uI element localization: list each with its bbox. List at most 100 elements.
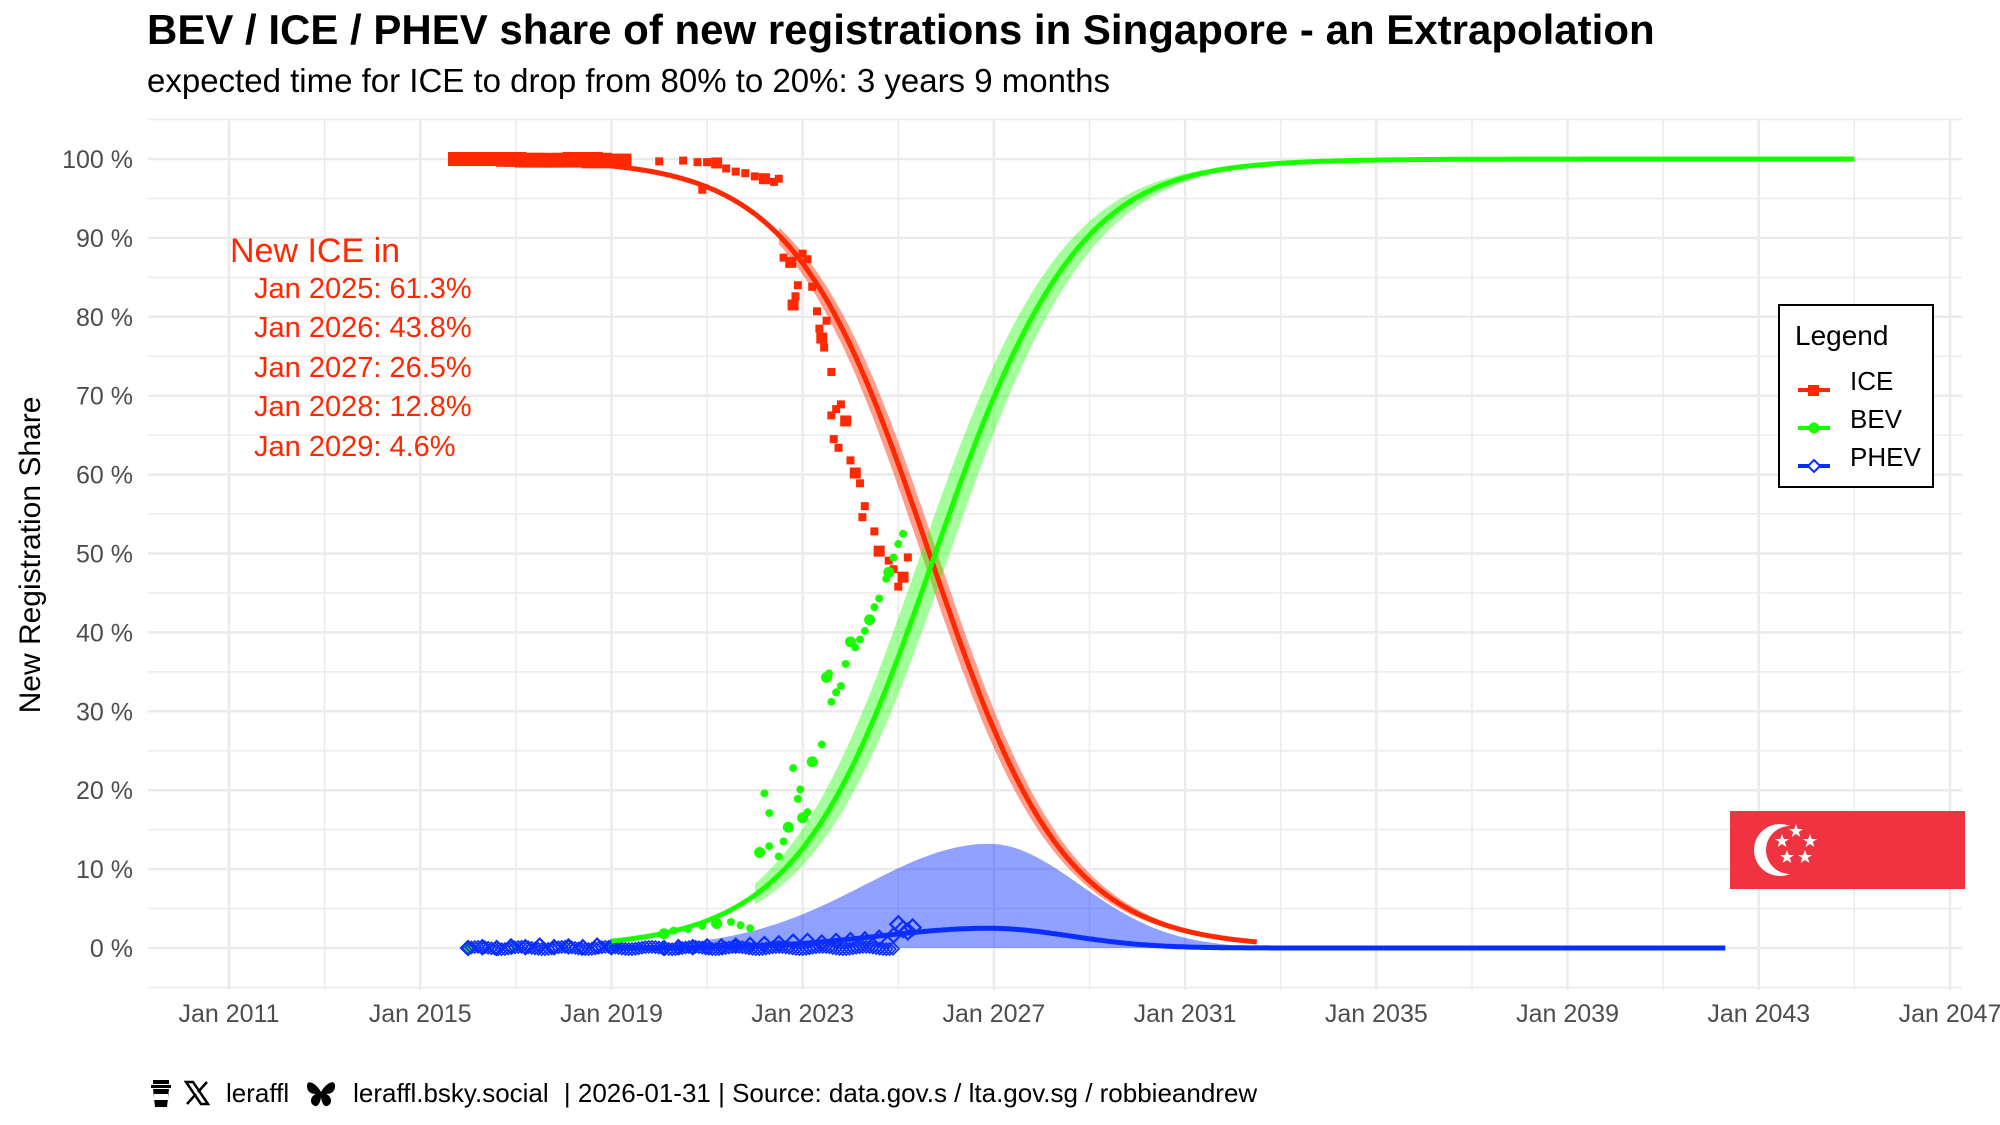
ice-data-point (903, 553, 912, 562)
legend-item-ice: ICE (1798, 366, 1893, 397)
y-tick-label: 60 % (76, 462, 133, 490)
ice-data-point (822, 316, 831, 325)
bev-data-point (765, 809, 774, 818)
ice-data-point (785, 256, 797, 268)
ice-data-point (829, 435, 838, 444)
x-axis-ticks: Jan 2011 Jan 2015 Jan 2019 Jan 2023 Jan 2027… (178, 1000, 2000, 1028)
ice-data-point (897, 571, 909, 583)
ice-data-point (840, 415, 852, 427)
y-tick-label: 90 % (76, 225, 133, 253)
ice-data-point (884, 556, 893, 565)
ice-data-point (820, 343, 829, 352)
ice-data-point (836, 400, 845, 409)
annotation-line: Jan 2029: 4.6% (254, 431, 456, 463)
bev-data-point (883, 566, 895, 578)
x-tick-label: Jan 2027 (942, 1000, 1045, 1028)
y-tick-label: 100 % (62, 146, 133, 174)
bev-data-point (806, 756, 818, 768)
x-tick-label: Jan 2015 (369, 1000, 472, 1028)
ice-data-point (698, 185, 707, 194)
x-tick-label: Jan 2019 (560, 1000, 663, 1028)
legend-item-bev: BEV (1798, 404, 1902, 435)
bev-data-point (860, 626, 869, 635)
bev-data-point (851, 643, 860, 652)
phev-data-point (598, 939, 613, 955)
x-tick-label: Jan 2011 (178, 1000, 279, 1028)
ice-data-point (827, 368, 836, 377)
coffee-cup-icon (150, 1079, 176, 1108)
ice-data-point (679, 156, 688, 165)
y-tick-label: 20 % (76, 777, 133, 805)
phev-data-point (491, 941, 506, 957)
bev-data-point (870, 603, 879, 612)
legend-item-phev: PHEV (1798, 442, 1921, 473)
phev-data-point (551, 940, 566, 955)
ice-data-point (791, 292, 800, 301)
phev-data-point (852, 940, 867, 955)
ice-data-point (798, 249, 807, 258)
bev-data-point (889, 553, 898, 562)
x-tick-label: Jan 2023 (751, 1000, 854, 1028)
ice-data-point (849, 467, 861, 479)
phev-data-point (855, 939, 871, 955)
phev-data-point (835, 942, 850, 957)
bev-data-point (864, 614, 876, 626)
fit-confidence-bands (668, 169, 1257, 948)
phev-confidence-band (668, 843, 1257, 948)
bev-data-point (894, 540, 903, 549)
legend: Legend ICE BEV PHEV (1778, 304, 1934, 488)
x-tick-label: Jan 2035 (1325, 1000, 1428, 1028)
caption: leraffl leraffl.bsky.social | 2026-01-31… (150, 1078, 1257, 1109)
phev-data-point (554, 939, 569, 955)
y-tick-label: 0 % (90, 935, 133, 963)
phev-data-point (464, 940, 479, 955)
bev-data-point (779, 837, 788, 846)
observed-points (448, 152, 923, 957)
annotation-line: Jan 2028: 12.8% (254, 391, 472, 423)
bev-data-point (817, 740, 826, 749)
bev-data-point (796, 785, 805, 794)
phev-data-point (879, 942, 894, 957)
phev-data-point (893, 919, 913, 939)
bev-data-point (789, 764, 798, 773)
annotation-heading: New ICE in (230, 232, 400, 270)
phev-data-point (534, 942, 549, 957)
ice-data-point (711, 157, 723, 169)
fit-lines (611, 156, 1855, 951)
ice-annotation: New ICE in Jan 2025: 61.3% Jan 2026: 43.… (230, 232, 472, 463)
phev-data-point (638, 940, 653, 955)
bev-circle-marker-icon (1798, 412, 1830, 433)
bev-confidence-band (754, 169, 1209, 905)
legend-label: PHEV (1850, 442, 1921, 472)
y-axis-ticks: 0 % 10 % 20 % 30 % 40 % 50 % 60 % 70 % 80 % 90 % 1… (62, 146, 133, 963)
y-tick-label: 10 % (76, 856, 133, 884)
phev-data-point (849, 940, 864, 955)
ice-data-point (873, 545, 885, 557)
ice-data-point (803, 255, 812, 264)
ice-data-point (693, 158, 702, 167)
butterfly-bluesky-icon (305, 1080, 337, 1108)
ice-data-point (774, 174, 783, 183)
ice-data-point (655, 157, 664, 166)
chart-subtitle: expected time for ICE to drop from 80% t… (147, 62, 1110, 99)
bev-data-point (803, 808, 812, 817)
ice-data-point (846, 456, 855, 465)
ice-square-marker-icon (1798, 374, 1830, 396)
bev-data-point (827, 697, 836, 706)
phev-data-point (594, 940, 610, 955)
ice-data-point (858, 513, 867, 522)
bev-data-point (746, 924, 755, 933)
bev-data-point (760, 789, 769, 798)
ice-data-point (860, 502, 869, 511)
ice-data-point (816, 332, 828, 344)
phev-data-point (832, 941, 847, 957)
caption-bsky-handle: leraffl.bsky.social (353, 1078, 549, 1108)
ice-data-point (815, 324, 824, 333)
x-tick-label: Jan 2039 (1516, 1000, 1619, 1028)
phev-data-point (511, 939, 526, 955)
grid-lines (148, 118, 1962, 990)
ice-data-point (889, 565, 898, 574)
bev-data-point (793, 794, 802, 803)
bev-data-point (736, 921, 745, 930)
phev-data-point (812, 939, 827, 955)
